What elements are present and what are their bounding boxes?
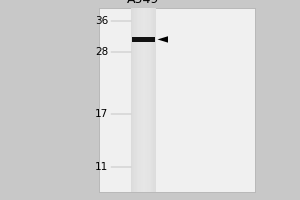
Bar [150,8,151,192]
Text: A549: A549 [127,0,159,6]
Bar [136,8,137,192]
Bar [132,37,154,42]
Text: 28: 28 [95,47,108,57]
Bar [142,8,143,192]
Bar [130,8,132,192]
Text: 17: 17 [95,109,108,119]
Text: 36: 36 [95,16,108,26]
Polygon shape [158,36,168,43]
Bar [151,8,152,192]
Bar [147,8,148,192]
Bar [132,8,133,192]
Text: 11: 11 [95,162,108,172]
Bar [137,8,138,192]
Bar [99,8,255,192]
Bar [143,8,145,192]
Bar [140,8,141,192]
Bar [145,8,146,192]
Bar [146,8,147,192]
Bar [133,8,134,192]
Bar [155,8,156,192]
Bar [154,8,155,192]
Bar [134,8,136,192]
Bar [148,8,150,192]
Bar [138,8,140,192]
Bar [141,8,142,192]
Bar [130,8,156,192]
Bar [152,8,153,192]
